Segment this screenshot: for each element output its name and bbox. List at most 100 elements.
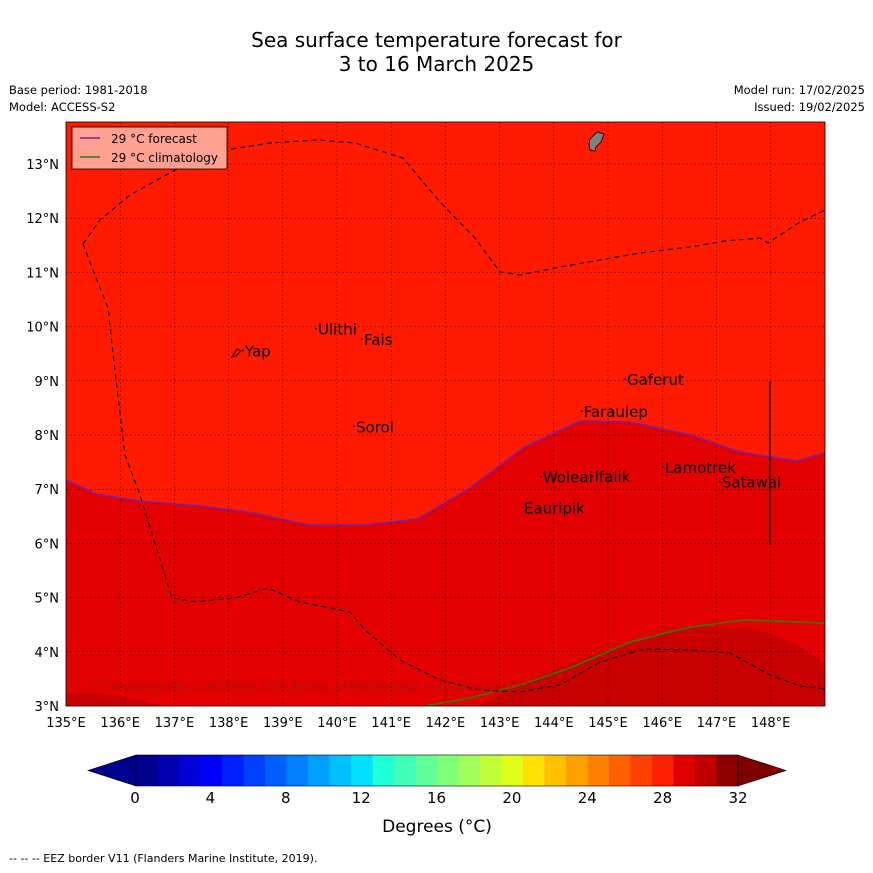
lat-tick-label: 5°N — [35, 592, 60, 607]
longitude-labels: 135°E 136°E 137°E 138°E 139°E 140°E 141°E 142°E… — [46, 716, 790, 731]
model-name: Model: ACCESS-S2 — [9, 100, 116, 114]
island-marker — [353, 425, 355, 428]
colorbar-swatch — [480, 755, 502, 786]
colorbar-tick: 32 — [728, 789, 747, 807]
place-label-eauripik: Eauripik — [524, 500, 585, 518]
place-label-sorol: Sorol — [356, 418, 394, 436]
lat-tick-label: 9°N — [35, 375, 60, 390]
colorbar-high-extend — [737, 754, 787, 787]
island-marker — [315, 327, 317, 330]
island-marker — [521, 506, 523, 509]
place-label-satawal: Satawal — [722, 474, 781, 492]
legend-box — [71, 126, 228, 170]
title-line-1: Sea surface temperature forecast for — [251, 28, 622, 52]
colorbar-swatch — [394, 755, 416, 786]
place-labels: Yap Ulithi Fais Sorol Gaferut Faraulep Woleai I… — [241, 321, 781, 518]
map-frame — [65, 121, 826, 707]
lat-tick-label: 6°N — [35, 537, 60, 552]
colorbar-swatch — [351, 755, 373, 786]
colorbar-tick: 8 — [281, 789, 291, 807]
colorbar-swatch — [630, 755, 653, 786]
lon-tick-label: 143°E — [480, 716, 520, 731]
yap-island — [230, 348, 242, 358]
lon-tick-label: 145°E — [588, 716, 628, 731]
colorbar-swatch — [501, 755, 524, 786]
lat-tick-label: 12°N — [26, 212, 59, 227]
colorbar-swatch — [136, 755, 158, 786]
colorbar-outline — [135, 754, 739, 787]
meta-left: Base period: 1981-2018 Model: ACCESS-S2 — [9, 82, 148, 116]
island-marker — [591, 475, 594, 478]
island-marker — [718, 480, 721, 483]
meta-right: Model run: 17/02/2025 Issued: 19/02/2025 — [734, 82, 865, 116]
island-marker — [540, 475, 542, 478]
colorbar-swatch — [716, 755, 739, 786]
sst-hottest-field-east — [480, 626, 825, 706]
climatology-29c-line — [424, 619, 825, 706]
colorbar-swatch — [157, 755, 180, 786]
legend-climatology-label: 29 °C climatology — [111, 151, 218, 165]
island-marker — [241, 349, 244, 352]
colorbar-swatch — [544, 755, 567, 786]
lon-tick-label: 146°E — [642, 716, 682, 731]
colorbar-tick: 0 — [130, 789, 140, 807]
colorbar-tick: 24 — [578, 789, 597, 807]
lon-tick-label: 136°E — [100, 716, 140, 731]
lat-tick-label: 3°N — [35, 700, 60, 715]
island-marker — [580, 410, 583, 413]
colorbar-tick: 20 — [502, 789, 521, 807]
colorbar-swatch — [329, 755, 352, 786]
eez-border-south — [82, 243, 825, 693]
issued-date: Issued: 19/02/2025 — [754, 100, 865, 114]
colorbar-swatch — [652, 755, 674, 786]
forecast-29c-line — [66, 420, 825, 526]
colorbar-swatch — [458, 755, 481, 786]
model-run: Model run: 17/02/2025 — [733, 83, 865, 97]
place-label-yap: Yap — [244, 342, 271, 360]
colorbar-swatch — [566, 755, 588, 786]
place-label-ulithi: Ulithi — [318, 321, 357, 339]
eez-footnote: -- -- -- EEZ border V11 (Flanders Marine… — [9, 852, 318, 865]
lon-tick-label: 140°E — [317, 716, 357, 731]
colorbar-tick-labels: 0 4 8 12 16 20 24 28 32 — [130, 789, 747, 807]
colorbar-swatch — [179, 755, 201, 786]
colorbar-low-extend — [87, 754, 137, 787]
colorbar-swatch — [609, 755, 631, 786]
place-label-gaferut: Gaferut — [627, 371, 684, 389]
place-label-faraulep: Faraulep — [584, 403, 648, 421]
colorbar-tick: 16 — [427, 789, 446, 807]
place-label-woleai: Woleai — [543, 469, 593, 487]
map-area: Yap Ulithi Fais Sorol Gaferut Faraulep Woleai I… — [66, 122, 825, 706]
lon-tick-label: 139°E — [263, 716, 303, 731]
colorbar-swatch — [308, 755, 330, 786]
colorbar-label: Degrees (°C) — [382, 817, 492, 837]
colorbar-swatch — [372, 755, 395, 786]
island-marker — [361, 338, 363, 340]
legend-forecast-label: 29 °C forecast — [111, 132, 197, 146]
base-period: Base period: 1981-2018 — [9, 83, 148, 97]
colorbar-swatch — [587, 755, 610, 786]
lon-tick-label: 138°E — [209, 716, 249, 731]
lat-tick-label: 11°N — [26, 266, 59, 281]
latitude-labels: 13°N 12°N 11°N 10°N 9°N 8°N 7°N 6°N 5°N 4°N 3°N — [26, 158, 59, 715]
colorbar-swatch — [673, 755, 696, 786]
lon-tick-label: 147°E — [697, 716, 737, 731]
lat-tick-label: 7°N — [35, 483, 60, 498]
place-label-fais: Fais — [364, 331, 393, 349]
lon-tick-label: 137°E — [155, 716, 195, 731]
colorbar-swatch — [437, 755, 459, 786]
colorbar-swatch — [695, 755, 717, 786]
colorbar-swatch — [415, 755, 438, 786]
title-line-2: 3 to 16 March 2025 — [338, 52, 535, 76]
lon-tick-label: 142°E — [426, 716, 466, 731]
colorbar-swatch — [286, 755, 309, 786]
lon-tick-label: 135°E — [46, 716, 86, 731]
legend: 29 °C forecast 29 °C climatology — [71, 126, 228, 170]
lat-tick-label: 8°N — [35, 429, 60, 444]
place-label-lamotrek: Lamotrek — [665, 459, 736, 477]
lat-tick-label: 4°N — [35, 646, 60, 661]
island-marker — [624, 378, 626, 381]
colorbar-swatch — [265, 755, 287, 786]
colorbar — [87, 754, 787, 787]
